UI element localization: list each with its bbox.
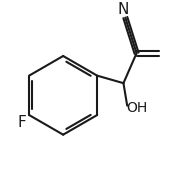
Text: OH: OH xyxy=(126,101,147,115)
Text: F: F xyxy=(17,115,26,130)
Text: N: N xyxy=(118,2,129,17)
